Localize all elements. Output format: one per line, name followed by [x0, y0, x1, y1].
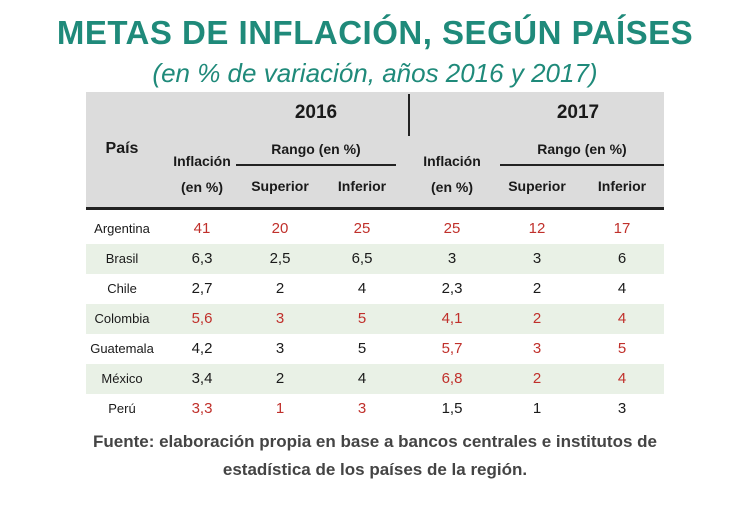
value-cell: 2,7 [191, 280, 213, 297]
value-cell: 4 [357, 370, 367, 387]
year-divider [408, 94, 410, 136]
inflation-2016-unit: (en %) [181, 179, 223, 195]
upper-2017-header: Superior [508, 178, 566, 194]
value-cell: 3 [617, 400, 627, 417]
value-cell: 2,5 [269, 250, 291, 267]
source-line-1: Fuente: elaboración propia en base a ban… [93, 432, 657, 451]
country-header: País [105, 140, 139, 157]
year-2017: 2017 [556, 102, 600, 123]
value-cell: 6,3 [191, 250, 213, 267]
value-cell: 5,6 [191, 310, 213, 327]
value-cell: 20 [271, 220, 289, 237]
inflation-2017-label: Inflación [423, 153, 481, 169]
value-cell: 2 [275, 280, 285, 297]
inflation-2016-label: Inflación [173, 153, 231, 169]
value-cell: 3 [275, 310, 285, 327]
value-cell: 2 [532, 310, 542, 327]
value-cell: 3 [532, 340, 542, 357]
table-row: Argentina 41 20 25 25 12 17 [86, 214, 664, 244]
value-cell: 17 [613, 220, 631, 237]
value-cell: 2 [275, 370, 285, 387]
value-cell: 3 [532, 250, 542, 267]
table-header [86, 92, 664, 207]
range-2017-header: Rango (en %) [537, 141, 627, 157]
table-row: Chile 2,7 2 4 2,3 2 4 [86, 274, 664, 304]
year-2016: 2016 [294, 102, 338, 123]
range-2016-header: Rango (en %) [271, 141, 361, 157]
value-cell: 2,3 [441, 280, 463, 297]
value-cell: 12 [528, 220, 546, 237]
table-row: Colombia 5,6 3 5 4,1 2 4 [86, 304, 664, 334]
value-cell: 5 [617, 340, 627, 357]
table-row: México 3,4 2 4 6,8 2 4 [86, 364, 664, 394]
value-cell: 3,3 [191, 400, 213, 417]
value-cell: 25 [353, 220, 371, 237]
country-cell: Brasil [105, 251, 139, 266]
country-cell: Chile [107, 281, 137, 296]
value-cell: 4,2 [191, 340, 213, 357]
range-rule-2016 [236, 164, 396, 166]
lower-2016-header: Inferior [337, 178, 387, 194]
country-cell: Guatemala [90, 341, 154, 356]
country-cell: Colombia [94, 311, 150, 326]
source-line-2: estadística de los países de la región. [222, 460, 528, 479]
value-cell: 3 [275, 340, 285, 357]
value-cell: 2 [532, 280, 542, 297]
table-row: Guatemala 4,2 3 5 5,7 3 5 [86, 334, 664, 364]
value-cell: 4 [617, 370, 627, 387]
value-cell: 5 [357, 310, 367, 327]
value-cell: 41 [193, 220, 211, 237]
table-row: Perú 3,3 1 3 1,5 1 3 [86, 394, 664, 424]
page-subtitle: (en % de variación, años 2016 y 2017) [152, 58, 598, 88]
table-row: Brasil 6,3 2,5 6,5 3 3 6 [86, 244, 664, 274]
range-rule-2017 [500, 164, 664, 166]
value-cell: 3 [447, 250, 457, 267]
value-cell: 1 [275, 400, 285, 417]
value-cell: 5 [357, 340, 367, 357]
source-note: Fuente: elaboración propia en base a ban… [0, 428, 750, 484]
value-cell: 1 [532, 400, 542, 417]
value-cell: 4 [357, 280, 367, 297]
country-cell: Argentina [94, 221, 150, 236]
page-title: METAS DE INFLACIÓN, SEGÚN PAÍSES [56, 14, 694, 51]
inflation-2017-unit: (en %) [431, 179, 473, 195]
country-cell: México [101, 371, 143, 386]
value-cell: 4 [617, 280, 627, 297]
upper-2016-header: Superior [251, 178, 309, 194]
value-cell: 25 [443, 220, 461, 237]
country-cell: Perú [108, 401, 136, 416]
inflation-2017-header: Inflación (en %) [414, 148, 490, 200]
value-cell: 6,8 [441, 370, 463, 387]
value-cell: 1,5 [441, 400, 463, 417]
value-cell: 3,4 [191, 370, 213, 387]
value-cell: 6,5 [351, 250, 373, 267]
inflation-2016-header: Inflación (en %) [166, 148, 238, 200]
value-cell: 4 [617, 310, 627, 327]
value-cell: 3 [357, 400, 367, 417]
value-cell: 2 [532, 370, 542, 387]
value-cell: 4,1 [441, 310, 463, 327]
header-divider [86, 207, 664, 210]
lower-2017-header: Inferior [597, 178, 647, 194]
value-cell: 6 [617, 250, 627, 267]
value-cell: 5,7 [441, 340, 463, 357]
